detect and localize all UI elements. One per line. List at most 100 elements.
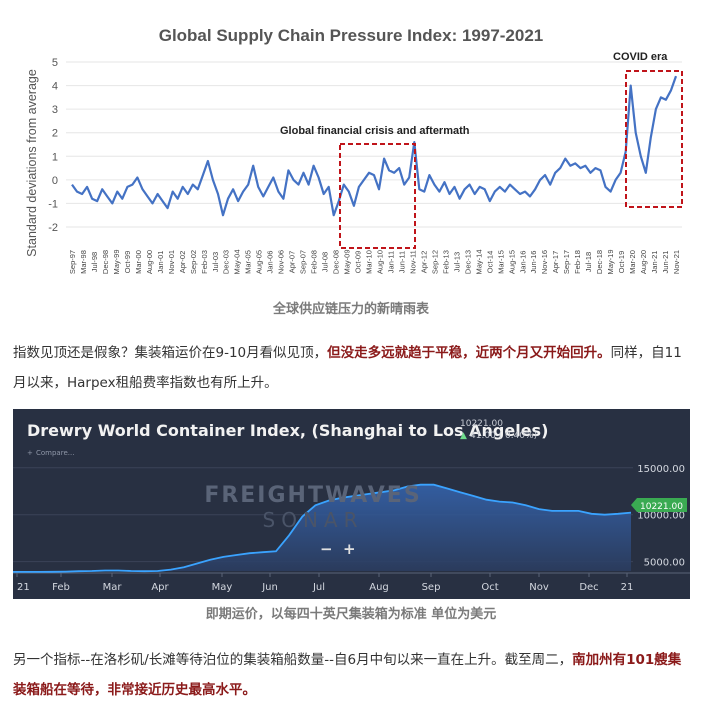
x-tick-label: Jun-21 — [661, 251, 670, 274]
y-tick-label: -1 — [48, 198, 58, 210]
x-tick-label: Jan-01 — [156, 251, 165, 274]
y-tick-label: 2 — [52, 128, 58, 140]
x-tick-label: Dec-98 — [101, 250, 110, 274]
x-tick-label: Oct — [481, 582, 498, 593]
x-tick-label: Apr — [151, 582, 169, 593]
x-tick-label: May-19 — [606, 249, 615, 274]
chart2-series-line — [13, 483, 632, 573]
x-tick-label: Aug-00 — [145, 250, 154, 274]
x-tick-label: Mar-05 — [244, 250, 253, 274]
x-tick-label: Nov-06 — [277, 250, 286, 274]
x-tick-label: Sep-12 — [430, 250, 439, 274]
x-tick-label: Sep-97 — [68, 250, 77, 274]
x-tick-label: May-99 — [112, 249, 121, 274]
x-tick-label: Nov-21 — [672, 250, 681, 274]
y-tick-label: 5000.00 — [644, 558, 685, 569]
chart2-y-ticks: 15000.00 10000.00 5000.00 — [637, 464, 685, 569]
watermark-sonar: SONAR — [263, 508, 364, 532]
x-tick-label: 21 — [17, 582, 30, 593]
x-tick-label: Feb-18 — [573, 250, 582, 274]
gfc-highlight-box — [339, 143, 416, 249]
x-tick-label: Jan-21 — [650, 251, 659, 274]
current-value-badge-text: 10221.00 — [640, 502, 683, 512]
x-tick-label: Nov-11 — [408, 250, 417, 274]
x-tick-label: Jun — [261, 582, 278, 593]
chart1-caption: 全球供应链压力的新晴雨表 — [272, 302, 429, 317]
chart2-title: Drewry World Container Index, (Shanghai … — [27, 421, 548, 440]
y-tick-label: 1 — [52, 151, 58, 163]
chart1-x-ticks: Sep-97 Mar-98 Jul-98 Dec-98 May-99 Oct-99 Mar-… — [68, 249, 681, 274]
x-tick-label: May-09 — [343, 249, 352, 274]
x-tick-label: Jul-18 — [584, 252, 593, 272]
x-tick-label: Mar-98 — [79, 250, 88, 274]
x-tick-label: Mar-00 — [134, 250, 143, 274]
x-tick-label: Mar — [103, 582, 123, 593]
zoom-in-button[interactable]: + — [343, 540, 356, 558]
y-tick-label: 3 — [52, 104, 58, 116]
x-tick-label: May-14 — [474, 249, 483, 274]
x-tick-label: May-04 — [233, 249, 242, 274]
x-tick-label: Jul-13 — [452, 252, 461, 272]
chart2-change: 41.00 ( 0.40%) — [470, 431, 537, 441]
chart2-area-fill — [13, 484, 631, 572]
x-tick-label: Nov-16 — [540, 250, 549, 274]
x-tick-label: Oct-09 — [354, 251, 363, 274]
covid-highlight-box — [625, 70, 683, 208]
chart2-current-value: 10221.00 — [460, 419, 503, 429]
para1-text-1: 指数见顶还是假象？集装箱运价在9-10月看似见顶， — [13, 345, 328, 361]
x-tick-label: Aug-20 — [639, 250, 648, 274]
x-tick-label: May — [212, 582, 233, 593]
chart2-x-ticks: 21 Feb Mar Apr May Jun Jul Aug Sep Oct Nov Dec 21 — [16, 573, 634, 593]
x-tick-label: Apr-07 — [288, 251, 297, 274]
x-tick-label: Jul-03 — [211, 252, 220, 272]
x-tick-label: Jul — [312, 582, 325, 593]
x-tick-label: 21 — [621, 582, 634, 593]
gscpi-chart: Global Supply Chain Pressure Index: 1997… — [25, 26, 683, 275]
chart1-y-ticks: 5 4 3 2 1 0 -1 -2 — [48, 57, 58, 234]
chart1-title: Global Supply Chain Pressure Index: 1997… — [159, 26, 544, 45]
x-tick-label: Mar-10 — [365, 250, 374, 274]
x-tick-label: Aug-05 — [255, 250, 264, 274]
x-tick-label: Dec-03 — [222, 250, 231, 274]
gfc-annotation: Global financial crisis and aftermath — [280, 125, 470, 137]
current-value-badge: 10221.00 — [631, 498, 687, 512]
x-tick-label: Oct-19 — [617, 251, 626, 274]
x-tick-label: Apr-12 — [419, 251, 428, 274]
x-tick-label: Oct-99 — [123, 251, 132, 274]
x-tick-label: Jun-11 — [397, 251, 406, 273]
x-tick-label: Jan-06 — [266, 251, 275, 274]
x-tick-label: Jan-16 — [518, 251, 527, 274]
paragraph-2: 另一个指标--在洛杉矶/长滩等待泊位的集装箱船数量--自6月中旬以来一直在上升。… — [13, 645, 693, 705]
y-tick-label: 15000.00 — [637, 464, 685, 475]
paragraph-1: 指数见顶还是假象？集装箱运价在9-10月看似见顶，但没走多远就趋于平稳，近两个月… — [13, 338, 693, 398]
y-tick-label: 0 — [52, 175, 58, 187]
x-tick-label: Nov — [529, 582, 549, 593]
para2-text: 另一个指标--在洛杉矶/长滩等待泊位的集装箱船数量--自6月中旬以来一直在上升。… — [13, 652, 573, 668]
x-tick-label: Feb — [52, 582, 70, 593]
x-tick-label: Apr-17 — [551, 251, 560, 274]
x-tick-label: Feb-08 — [310, 250, 319, 274]
para1-highlight: 但没走多远就趋于平稳，近两个月又开始回升。 — [327, 345, 611, 361]
para1-text-2: 同样，自11月以来，Harpex租船费率指数也有所上升。 — [13, 345, 682, 391]
zoom-out-button[interactable]: − — [320, 540, 333, 558]
y-tick-label: 10000.00 — [637, 511, 685, 522]
plus-icon[interactable]: + — [27, 449, 33, 457]
x-tick-label: Sep-02 — [189, 250, 198, 274]
x-tick-label: Jun-16 — [529, 251, 538, 274]
x-tick-label: Apr-02 — [178, 251, 187, 274]
y-tick-label: 5 — [52, 57, 58, 69]
watermark-freightwaves: FREIGHTWAVES — [204, 483, 421, 508]
chart1-ylabel: Standard deviations from average — [25, 69, 39, 257]
x-tick-label: Feb-03 — [200, 250, 209, 274]
x-tick-label: Sep-07 — [299, 250, 308, 274]
y-tick-label: -2 — [48, 222, 58, 234]
y-tick-label: 4 — [52, 81, 58, 93]
x-tick-label: Jul-08 — [321, 252, 330, 272]
x-tick-label: Aug-15 — [507, 250, 516, 274]
x-tick-label: Mar-15 — [496, 250, 505, 274]
x-tick-label: Aug-10 — [375, 250, 384, 274]
compare-button[interactable]: Compare... — [36, 449, 74, 457]
x-tick-label: Sep — [422, 582, 441, 593]
x-tick-label: Aug — [369, 582, 389, 593]
x-tick-label: Nov-01 — [167, 250, 176, 274]
